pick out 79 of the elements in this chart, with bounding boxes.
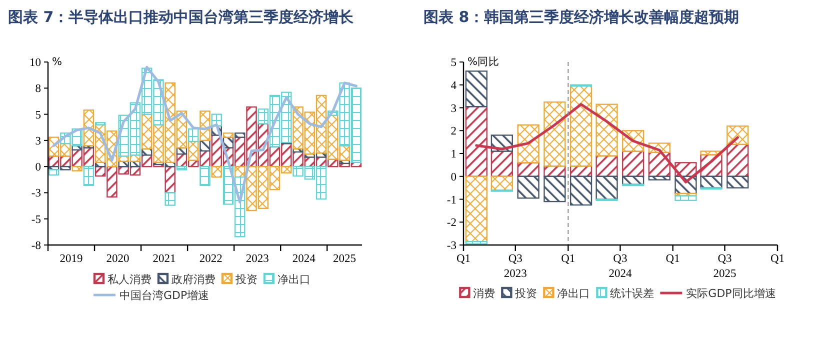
bar bbox=[596, 176, 618, 200]
bar bbox=[234, 132, 246, 138]
chart-title: 图表 8：韩国第三季度经济增长改善幅度超预期 bbox=[424, 8, 740, 26]
bar bbox=[517, 124, 540, 164]
x-tick-label: 2019 bbox=[60, 253, 84, 265]
bar bbox=[490, 150, 513, 177]
bar bbox=[465, 70, 488, 108]
y-tick-label: 4 bbox=[450, 80, 457, 92]
bar bbox=[72, 166, 82, 172]
legend-label: 净出口 bbox=[557, 287, 590, 300]
y-tick-label: 10 bbox=[30, 57, 42, 69]
y-tick-label: 5 bbox=[450, 57, 457, 69]
legend-label: 净出口 bbox=[278, 273, 310, 286]
bar bbox=[164, 166, 176, 194]
legend-label: 消费 bbox=[473, 287, 496, 300]
legend-label: 统计误差 bbox=[610, 287, 654, 300]
bar bbox=[596, 155, 618, 177]
bar bbox=[517, 176, 540, 199]
y-tick-label: 1 bbox=[450, 148, 457, 160]
bar bbox=[94, 122, 106, 126]
legend-label: 实际GDP同比增速 bbox=[686, 287, 776, 300]
bar bbox=[570, 85, 592, 167]
y-axis-title: %同比 bbox=[468, 55, 500, 68]
bar bbox=[465, 176, 488, 242]
y-tick-label: -8 bbox=[31, 240, 42, 252]
bar bbox=[164, 192, 176, 206]
line-series bbox=[52, 66, 358, 204]
x-tick-label: 2020 bbox=[106, 253, 130, 265]
y-tick-label: -3 bbox=[446, 240, 457, 252]
chart-title: 图表 7：半导体出口推动中国台湾第三季度经济增长 bbox=[8, 8, 355, 26]
bar bbox=[726, 125, 749, 145]
bar bbox=[726, 176, 749, 188]
bar bbox=[596, 104, 618, 156]
x-tick-label: Q1 bbox=[456, 253, 471, 265]
x-tick-label: 2024 bbox=[292, 253, 316, 265]
x-tick-label: Q1 bbox=[561, 253, 576, 265]
legend-label: 政府消费 bbox=[172, 273, 216, 286]
bar bbox=[176, 166, 188, 170]
bar bbox=[674, 195, 697, 201]
legend-label: 投资 bbox=[514, 287, 538, 300]
x-tick-label: 2023 bbox=[246, 253, 270, 265]
y-tick-label: 0 bbox=[35, 162, 42, 174]
x-tick-label: 2021 bbox=[152, 253, 176, 265]
x-tick-label: Q3 2025 bbox=[713, 253, 736, 280]
bar bbox=[222, 132, 234, 138]
bar bbox=[200, 140, 210, 152]
bar bbox=[622, 150, 644, 177]
y-tick-label: -2 bbox=[446, 217, 457, 230]
bar bbox=[83, 166, 94, 186]
y-tick-label: 2 bbox=[450, 126, 457, 138]
bar bbox=[48, 169, 60, 176]
y-tick-label: 0 bbox=[450, 171, 457, 184]
x-tick-label: 2025 bbox=[333, 253, 356, 265]
y-tick-label: 3 bbox=[450, 102, 457, 115]
bar bbox=[200, 110, 210, 142]
bar bbox=[188, 128, 199, 142]
legend-label: 投资 bbox=[234, 273, 258, 286]
y-axis-title: % bbox=[52, 56, 62, 68]
legend-label: 中国台湾GDP增速 bbox=[120, 289, 210, 302]
x-tick-label: Q1 bbox=[770, 253, 785, 265]
bar bbox=[544, 101, 566, 167]
bar bbox=[544, 176, 566, 202]
x-tick-label: 2022 bbox=[199, 253, 223, 265]
y-tick-label: -3 bbox=[31, 188, 42, 200]
legend-label: 私人消费 bbox=[108, 273, 152, 286]
x-tick-label: Q1 bbox=[666, 253, 680, 265]
y-tick-label: 8 bbox=[35, 83, 42, 96]
x-tick-label: Q3 2023 bbox=[504, 253, 528, 280]
y-tick-label: -1 bbox=[446, 194, 457, 206]
bar bbox=[200, 166, 210, 186]
y-tick-label: -5 bbox=[31, 214, 42, 226]
bar bbox=[490, 176, 513, 191]
bar bbox=[465, 240, 488, 244]
bar bbox=[211, 166, 222, 178]
x-tick-label: Q3 2024 bbox=[608, 253, 632, 280]
bar bbox=[648, 176, 670, 180]
bar bbox=[570, 176, 592, 206]
y-tick-label: 3 bbox=[35, 135, 42, 148]
y-tick-label: 5 bbox=[35, 109, 42, 122]
